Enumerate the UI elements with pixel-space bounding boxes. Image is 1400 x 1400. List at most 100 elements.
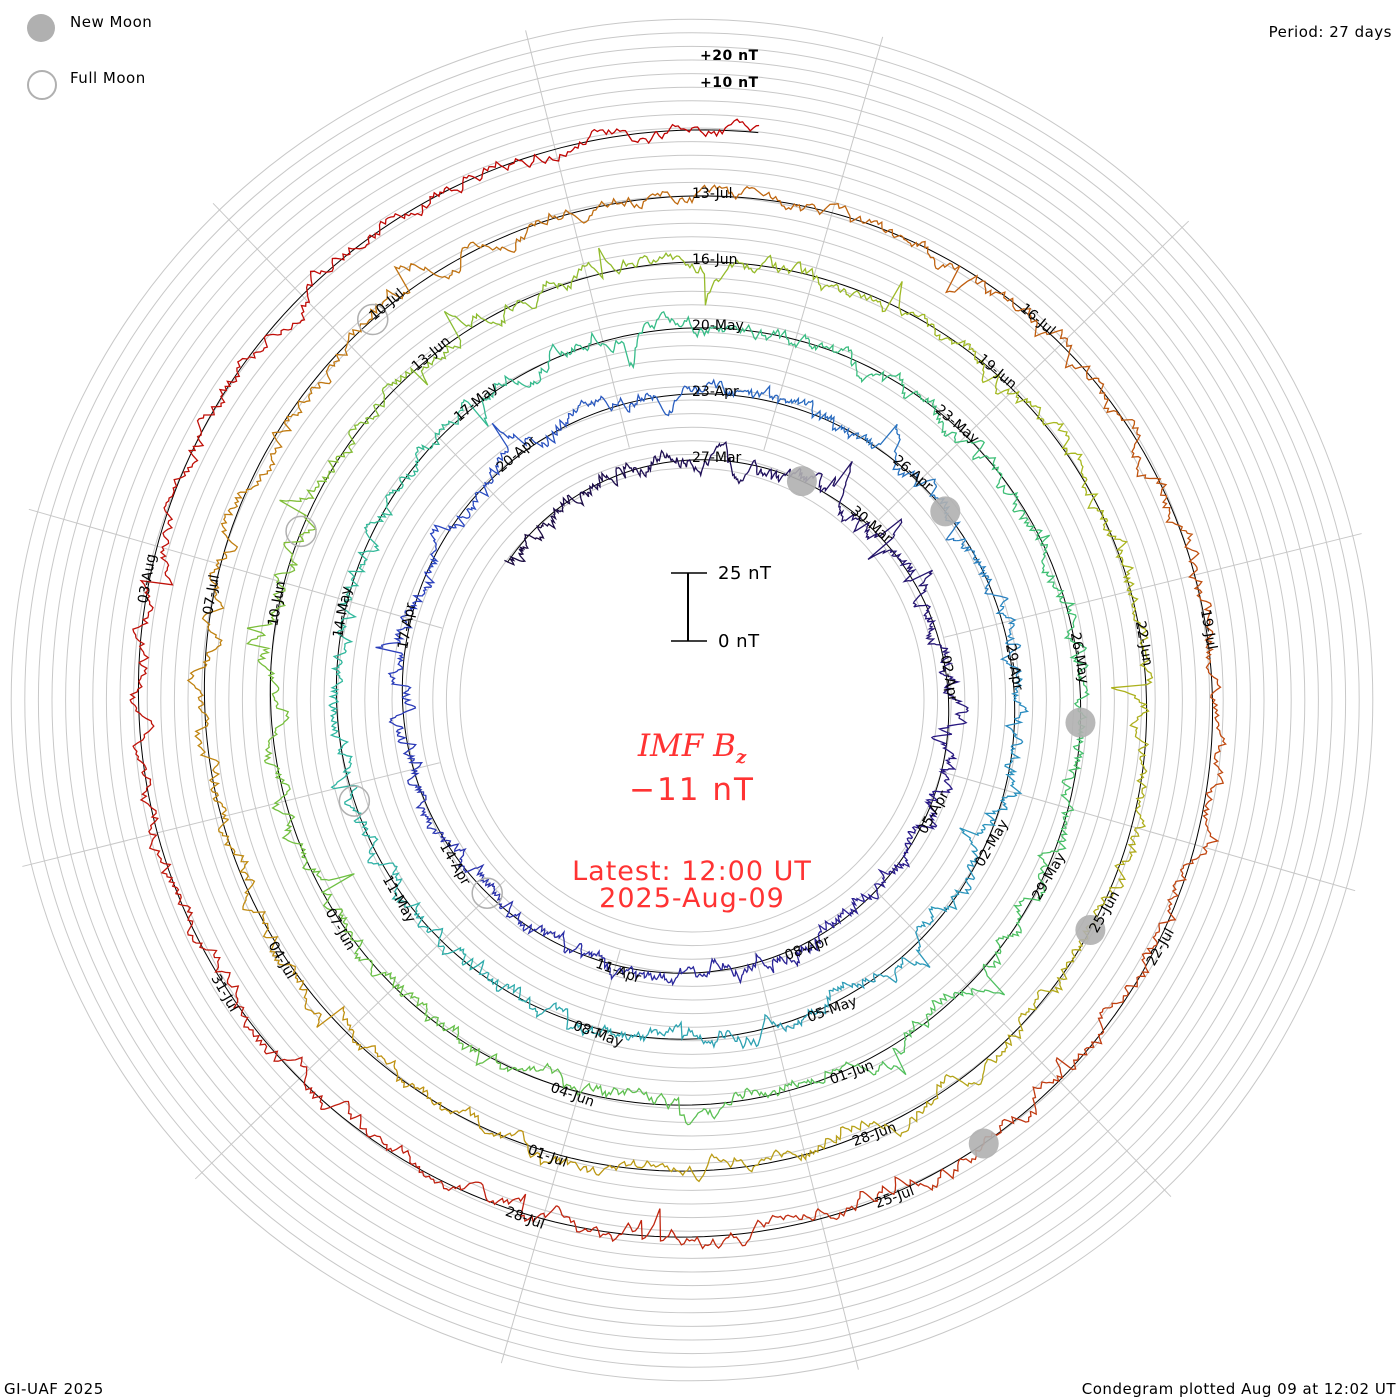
bz-trace-segment [930, 720, 968, 784]
bz-trace-segment [327, 383, 389, 473]
bz-trace-segment [1004, 674, 1030, 751]
grid-ring [10, 18, 1374, 1382]
bz-trace-segment [915, 889, 962, 968]
bz-trace-segment [943, 1012, 1027, 1088]
bz-trace-segment [1042, 419, 1099, 512]
bz-trace-segment [407, 770, 444, 835]
bz-trace-segment [416, 397, 489, 452]
date-label: 26-May [1067, 631, 1092, 685]
bz-trace-segment [715, 380, 790, 406]
date-label: 05-May [805, 993, 859, 1026]
bz-trace-segment [375, 633, 412, 705]
bz-trace-segment [849, 215, 961, 271]
bz-trace-segment [655, 118, 760, 140]
bz-trace-segment [841, 956, 923, 990]
grid-label-10nt: +10 nT [700, 75, 759, 91]
bz-trace-segment [803, 1175, 928, 1222]
bz-trace-segment [523, 1135, 631, 1176]
bz-trace-segment [845, 1081, 945, 1138]
bz-trace-segment [772, 261, 873, 302]
bz-trace-segment [240, 1005, 324, 1110]
bz-trace-segment [572, 392, 645, 417]
bz-trace-segment [504, 523, 545, 566]
grid-spoke [944, 533, 1362, 638]
bz-trace-segment [891, 550, 933, 608]
chart-title-text: IMF B [637, 728, 736, 764]
bz-trace-segment [618, 1020, 700, 1043]
bz-trace-segment [305, 212, 410, 297]
bz-trace-segment [587, 461, 639, 498]
grid-ring [323, 331, 1061, 1069]
scale-bar-bottom-label: 0 nT [718, 631, 760, 652]
bz-trace-segment [611, 184, 732, 210]
new-moon-marker [1065, 707, 1096, 738]
bz-trace-segment [1131, 431, 1194, 545]
date-label: 03-Aug [135, 553, 159, 605]
bz-trace-segment [1102, 905, 1177, 1010]
footer-credit: GI-UAF 2025 [4, 1380, 104, 1398]
chart-title: IMF Bz [592, 728, 792, 768]
bz-trace-segment [388, 703, 424, 772]
bz-trace-segment [194, 706, 229, 821]
bz-trace-segment [913, 604, 951, 660]
date-label: 19-Jul [1197, 608, 1220, 651]
date-label: 22-Jul [1144, 926, 1178, 969]
grid-ring [391, 399, 993, 1001]
bz-trace-segment [590, 949, 653, 981]
period-label: Period: 27 days [1268, 23, 1392, 41]
bz-trace-segment [175, 893, 241, 1009]
bz-trace-segment [422, 1086, 525, 1139]
bz-trace-segment [730, 185, 851, 217]
grid-ring [65, 73, 1319, 1327]
full-moon-marker [285, 515, 317, 548]
bz-trace-segment [531, 924, 593, 960]
bz-trace-segment [428, 513, 471, 570]
bz-trace-segment [245, 563, 298, 661]
grid-spoke [525, 30, 630, 448]
latest-value: −11 nT [629, 772, 755, 808]
bz-trace-segment [485, 343, 558, 401]
bz-trace-segment [1056, 760, 1082, 851]
grid-spoke [212, 202, 512, 514]
date-label: 16-Jun [692, 252, 738, 268]
bz-trace-segment [740, 1126, 846, 1173]
zero-baseline-spiral [137, 129, 1214, 1238]
grid-ring [173, 181, 1211, 1219]
bz-trace-segment [1013, 849, 1060, 934]
bz-trace-segment [803, 461, 853, 523]
date-label: 02-Apr [937, 654, 961, 703]
grid-ring [296, 304, 1088, 1096]
grid-spoke [878, 220, 1190, 520]
bz-trace-segment [1129, 717, 1150, 829]
scale-bar-top-label: 25 nT [718, 563, 772, 584]
bz-trace-segment [855, 423, 919, 479]
bz-trace-segment [641, 310, 729, 339]
bz-trace-segment [678, 1214, 805, 1250]
bz-trace-segment [983, 749, 1023, 823]
date-label: 20-May [692, 318, 744, 334]
bz-trace-segment [408, 157, 531, 217]
grid-ring [105, 113, 1279, 1287]
bz-trace-segment [567, 247, 669, 290]
grid-ring [337, 345, 1047, 1055]
date-label: 23-Apr [692, 384, 739, 400]
bz-trace-segment [470, 280, 569, 327]
bz-trace-segment [871, 281, 969, 348]
bz-trace-segment [218, 296, 311, 395]
bz-trace-segment [484, 882, 533, 935]
bz-trace-segment [1030, 1008, 1105, 1116]
bz-trace-segment [831, 883, 879, 929]
bz-trace-segment [597, 1084, 693, 1126]
bz-trace-segment [879, 993, 948, 1076]
grid-spoke [28, 508, 443, 629]
date-label: 14-May [330, 585, 355, 639]
grid-ring [119, 127, 1265, 1273]
bz-trace-segment [367, 844, 421, 916]
bz-trace-segment [877, 831, 914, 889]
bz-trace-segment [895, 371, 958, 443]
bz-trace-segment [788, 396, 857, 440]
date-label: 19-Jun [974, 351, 1019, 393]
date-label: 28-Jul [503, 1204, 547, 1233]
bz-trace-segment [844, 512, 903, 560]
full-moon-legend-label: Full Moon [70, 69, 146, 87]
